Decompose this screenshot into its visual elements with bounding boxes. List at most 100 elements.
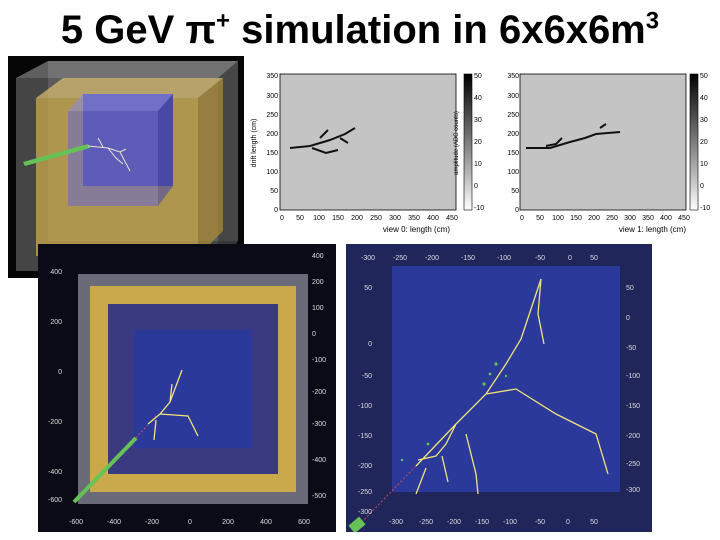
svg-text:50: 50 xyxy=(590,255,598,262)
svg-text:-150: -150 xyxy=(475,519,489,526)
svg-text:400: 400 xyxy=(260,519,272,526)
adc-view0-track xyxy=(289,127,356,155)
svg-text:450: 450 xyxy=(446,215,458,222)
svg-text:300: 300 xyxy=(624,215,636,222)
adc-view1-track xyxy=(526,123,621,149)
svg-text:10: 10 xyxy=(474,161,482,168)
svg-text:50: 50 xyxy=(270,188,278,195)
adc-view0-ylabel: drift length (cm) xyxy=(251,119,258,168)
left-xticks: -600 -400 -200 0 200 400 600 xyxy=(69,519,310,526)
svg-text:-200: -200 xyxy=(447,519,461,526)
svg-text:-10: -10 xyxy=(700,205,710,212)
svg-text:50: 50 xyxy=(511,188,519,195)
svg-text:-300: -300 xyxy=(389,519,403,526)
svg-text:250: 250 xyxy=(266,112,278,119)
svg-text:-250: -250 xyxy=(419,519,433,526)
svg-text:400: 400 xyxy=(427,215,439,222)
tracks-3d xyxy=(87,137,131,172)
adc-view0-plot-area xyxy=(279,73,457,211)
adc-view0-yticks: 350 300 250 200 150 100 50 0 xyxy=(266,73,278,214)
right-inner-region xyxy=(392,266,620,492)
svg-text:50: 50 xyxy=(700,73,708,80)
svg-text:50: 50 xyxy=(626,285,634,292)
svg-text:-100: -100 xyxy=(497,255,511,262)
svg-text:350: 350 xyxy=(507,73,519,80)
svg-text:150: 150 xyxy=(332,215,344,222)
svg-text:-250: -250 xyxy=(393,255,407,262)
svg-text:10: 10 xyxy=(700,161,708,168)
title-middle: simulation in 6x6x6m xyxy=(230,8,646,52)
svg-text:150: 150 xyxy=(570,215,582,222)
beam-pipe xyxy=(23,144,90,166)
adc-panel-view0: drift length (cm) 350 300 250 200 150 10… xyxy=(250,68,494,240)
svg-text:100: 100 xyxy=(552,215,564,222)
svg-text:50: 50 xyxy=(590,519,598,526)
svg-text:20: 20 xyxy=(474,139,482,146)
event-view-right: -300 -250 -200 -150 -100 -50 0 50 -300 -… xyxy=(346,244,652,532)
svg-text:-400: -400 xyxy=(312,457,326,464)
svg-text:-200: -200 xyxy=(358,463,372,470)
adc-panel-view1: 350 300 250 200 150 100 50 0 0 50 100 15… xyxy=(500,68,718,240)
detector-3d-svg xyxy=(8,56,244,278)
svg-text:-300: -300 xyxy=(361,255,375,262)
svg-text:0: 0 xyxy=(700,183,704,190)
svg-text:20: 20 xyxy=(700,139,708,146)
event-view-left-svg: -600 -400 -200 0 200 400 600 400 200 0 -… xyxy=(38,244,336,532)
svg-text:350: 350 xyxy=(408,215,420,222)
svg-text:0: 0 xyxy=(274,207,278,214)
svg-text:-10: -10 xyxy=(474,205,484,212)
svg-text:50: 50 xyxy=(364,285,372,292)
adc-view1-xlabel: view 1: length (cm) xyxy=(619,225,686,234)
svg-text:300: 300 xyxy=(266,93,278,100)
svg-text:30: 30 xyxy=(700,117,708,124)
right-yticks-right: 50 0 -50 -100 -150 -200 -250 -300 xyxy=(626,285,640,494)
svg-text:100: 100 xyxy=(312,305,324,312)
svg-text:400: 400 xyxy=(312,253,324,260)
svg-text:0: 0 xyxy=(626,315,630,322)
svg-text:-100: -100 xyxy=(358,403,372,410)
event-view-right-svg: -300 -250 -200 -150 -100 -50 0 50 -300 -… xyxy=(346,244,652,532)
left-yticks-left: 400 200 0 -200 -400 -600 xyxy=(48,269,62,504)
svg-text:200: 200 xyxy=(588,215,600,222)
slide-title: 5 GeV π+ simulation in 6x6x6m3 xyxy=(0,8,720,53)
svg-text:-600: -600 xyxy=(69,519,83,526)
right-xticks-bottom: -300 -250 -200 -150 -100 -50 0 50 xyxy=(389,519,598,526)
svg-text:-600: -600 xyxy=(48,497,62,504)
svg-text:200: 200 xyxy=(50,319,62,326)
svg-text:450: 450 xyxy=(678,215,690,222)
svg-text:-100: -100 xyxy=(626,373,640,380)
svg-text:350: 350 xyxy=(266,73,278,80)
svg-text:-200: -200 xyxy=(145,519,159,526)
right-yticks-left: 50 0 -50 -100 -150 -200 -250 -300 xyxy=(358,285,372,516)
title-charge: + xyxy=(216,7,231,35)
svg-text:0: 0 xyxy=(312,331,316,338)
adc-view0-svg: drift length (cm) 350 300 250 200 150 10… xyxy=(251,73,484,234)
svg-text:40: 40 xyxy=(474,95,482,102)
adc-view1-svg: 350 300 250 200 150 100 50 0 0 50 100 15… xyxy=(507,73,710,234)
svg-text:350: 350 xyxy=(642,215,654,222)
svg-text:0: 0 xyxy=(188,519,192,526)
event-view-left: -600 -400 -200 0 200 400 600 400 200 0 -… xyxy=(38,244,336,532)
svg-text:0: 0 xyxy=(568,255,572,262)
adc-view1-yticks: 350 300 250 200 150 100 50 0 xyxy=(507,73,519,214)
svg-text:-100: -100 xyxy=(503,519,517,526)
adc-view1-xticks: 0 50 100 150 200 250 300 350 400 450 xyxy=(520,215,690,222)
svg-text:-200: -200 xyxy=(312,389,326,396)
svg-text:-50: -50 xyxy=(535,255,545,262)
svg-text:100: 100 xyxy=(507,169,519,176)
svg-text:0: 0 xyxy=(474,183,478,190)
right-showers xyxy=(400,362,508,462)
svg-text:-300: -300 xyxy=(626,487,640,494)
svg-text:40: 40 xyxy=(700,95,708,102)
svg-text:200: 200 xyxy=(222,519,234,526)
svg-text:-50: -50 xyxy=(535,519,545,526)
svg-text:-200: -200 xyxy=(48,419,62,426)
adc-view1-scale-ticks: 50 40 30 20 10 0 -10 xyxy=(700,73,710,212)
svg-text:-100: -100 xyxy=(312,357,326,364)
adc-view1-plot-area xyxy=(519,73,687,211)
svg-text:-50: -50 xyxy=(362,373,372,380)
svg-text:50: 50 xyxy=(296,215,304,222)
svg-text:0: 0 xyxy=(280,215,284,222)
svg-text:-50: -50 xyxy=(626,345,636,352)
detector-3d-render xyxy=(8,56,244,278)
